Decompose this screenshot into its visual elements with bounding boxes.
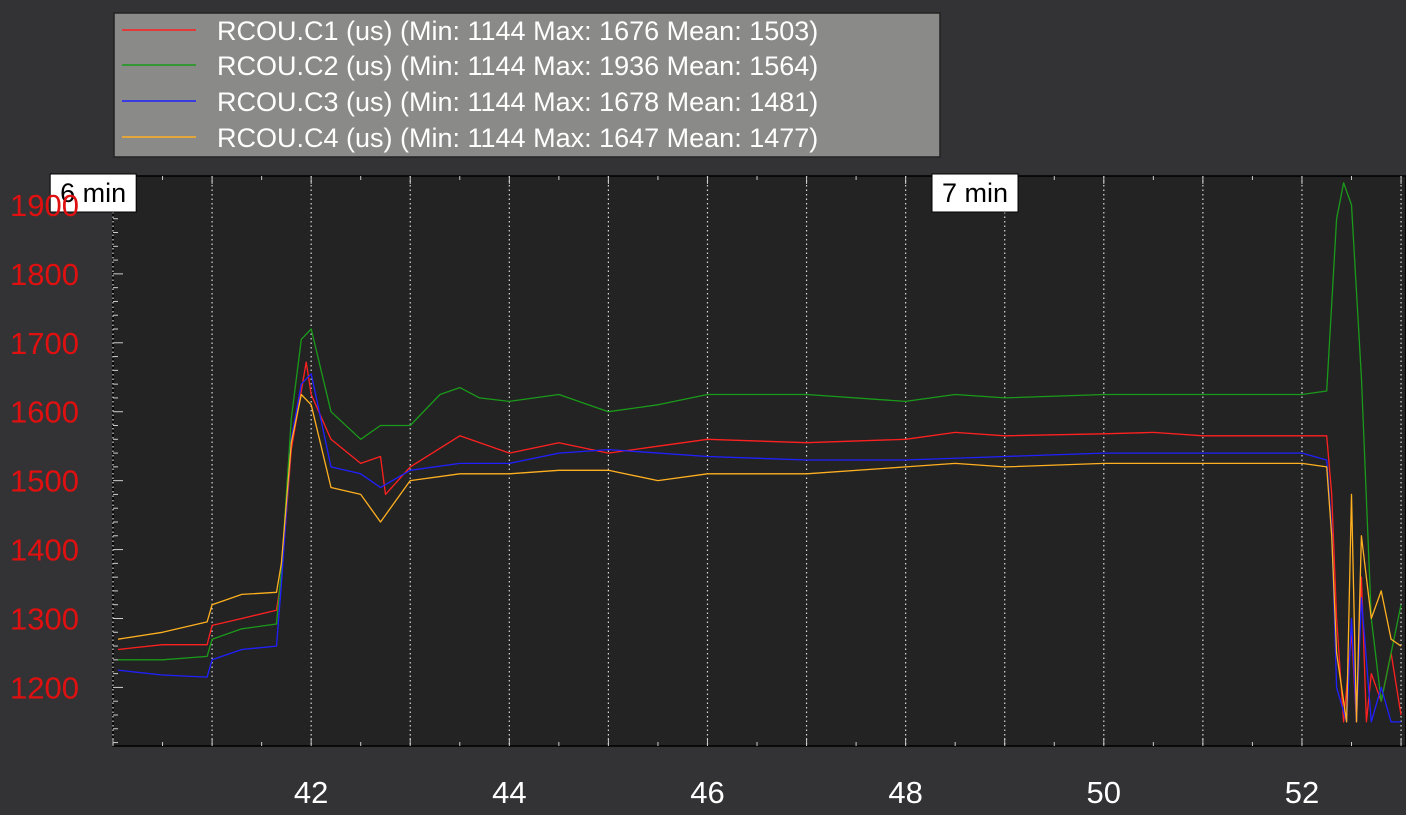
x-tick-label: 42 [294, 775, 328, 810]
y-axis-labels: 1200 1300 1400 1500 1600 1700 1800 1900 [10, 188, 79, 705]
x-tick-label: 50 [1087, 775, 1121, 810]
x-tick-label: 46 [690, 775, 724, 810]
time-markers: 7 min 6 min [49, 173, 1019, 213]
series-line[interactable] [117, 373, 1401, 723]
time-marker-box [49, 173, 137, 213]
legend-label: RCOU.C4 (us) (Min: 1144 Max: 1647 Mean: … [217, 123, 818, 153]
time-marker: 6 min [49, 173, 137, 213]
series-line[interactable] [117, 393, 1402, 723]
legend-box [113, 12, 941, 158]
x-tick-label: 48 [888, 775, 922, 810]
legend-label: RCOU.C1 (us) (Min: 1144 Max: 1676 Mean: … [217, 16, 818, 46]
plot-area[interactable] [112, 175, 1406, 747]
time-marker: 7 min [931, 173, 1019, 213]
legend-entry[interactable]: RCOU.C3 (us) (Min: 1144 Max: 1678 Mean: … [122, 87, 818, 117]
legend-entry[interactable]: RCOU.C4 (us) (Min: 1144 Max: 1647 Mean: … [122, 123, 818, 153]
y-tick-label: 1500 [10, 464, 79, 499]
y-tick-label: 1200 [10, 670, 79, 705]
y-tick-label: 1400 [10, 533, 79, 568]
legend-label: RCOU.C2 (us) (Min: 1144 Max: 1936 Mean: … [217, 51, 818, 81]
time-marker-box [931, 173, 1019, 213]
y-tick-label: 1600 [10, 395, 79, 430]
y-tick-label: 1300 [10, 601, 79, 636]
time-marker-label: 6 min [60, 178, 126, 208]
y-tick-label: 1800 [10, 257, 79, 292]
legend-label: RCOU.C3 (us) (Min: 1144 Max: 1678 Mean: … [217, 87, 818, 117]
y-tick-label: 1700 [10, 326, 79, 361]
time-marker-label: 7 min [942, 178, 1008, 208]
x-axis-labels: 42 44 46 48 50 52 [294, 775, 1319, 810]
series-lines [117, 182, 1402, 723]
x-tick-label: 44 [492, 775, 526, 810]
legend-entry[interactable]: RCOU.C1 (us) (Min: 1144 Max: 1676 Mean: … [122, 16, 818, 46]
y-tick-label: 1900 [10, 188, 79, 223]
grid-lines [112, 176, 1402, 746]
legend-entry[interactable]: RCOU.C2 (us) (Min: 1144 Max: 1936 Mean: … [122, 51, 818, 81]
x-tick-label: 52 [1285, 775, 1319, 810]
legend: RCOU.C1 (us) (Min: 1144 Max: 1676 Mean: … [113, 12, 941, 158]
